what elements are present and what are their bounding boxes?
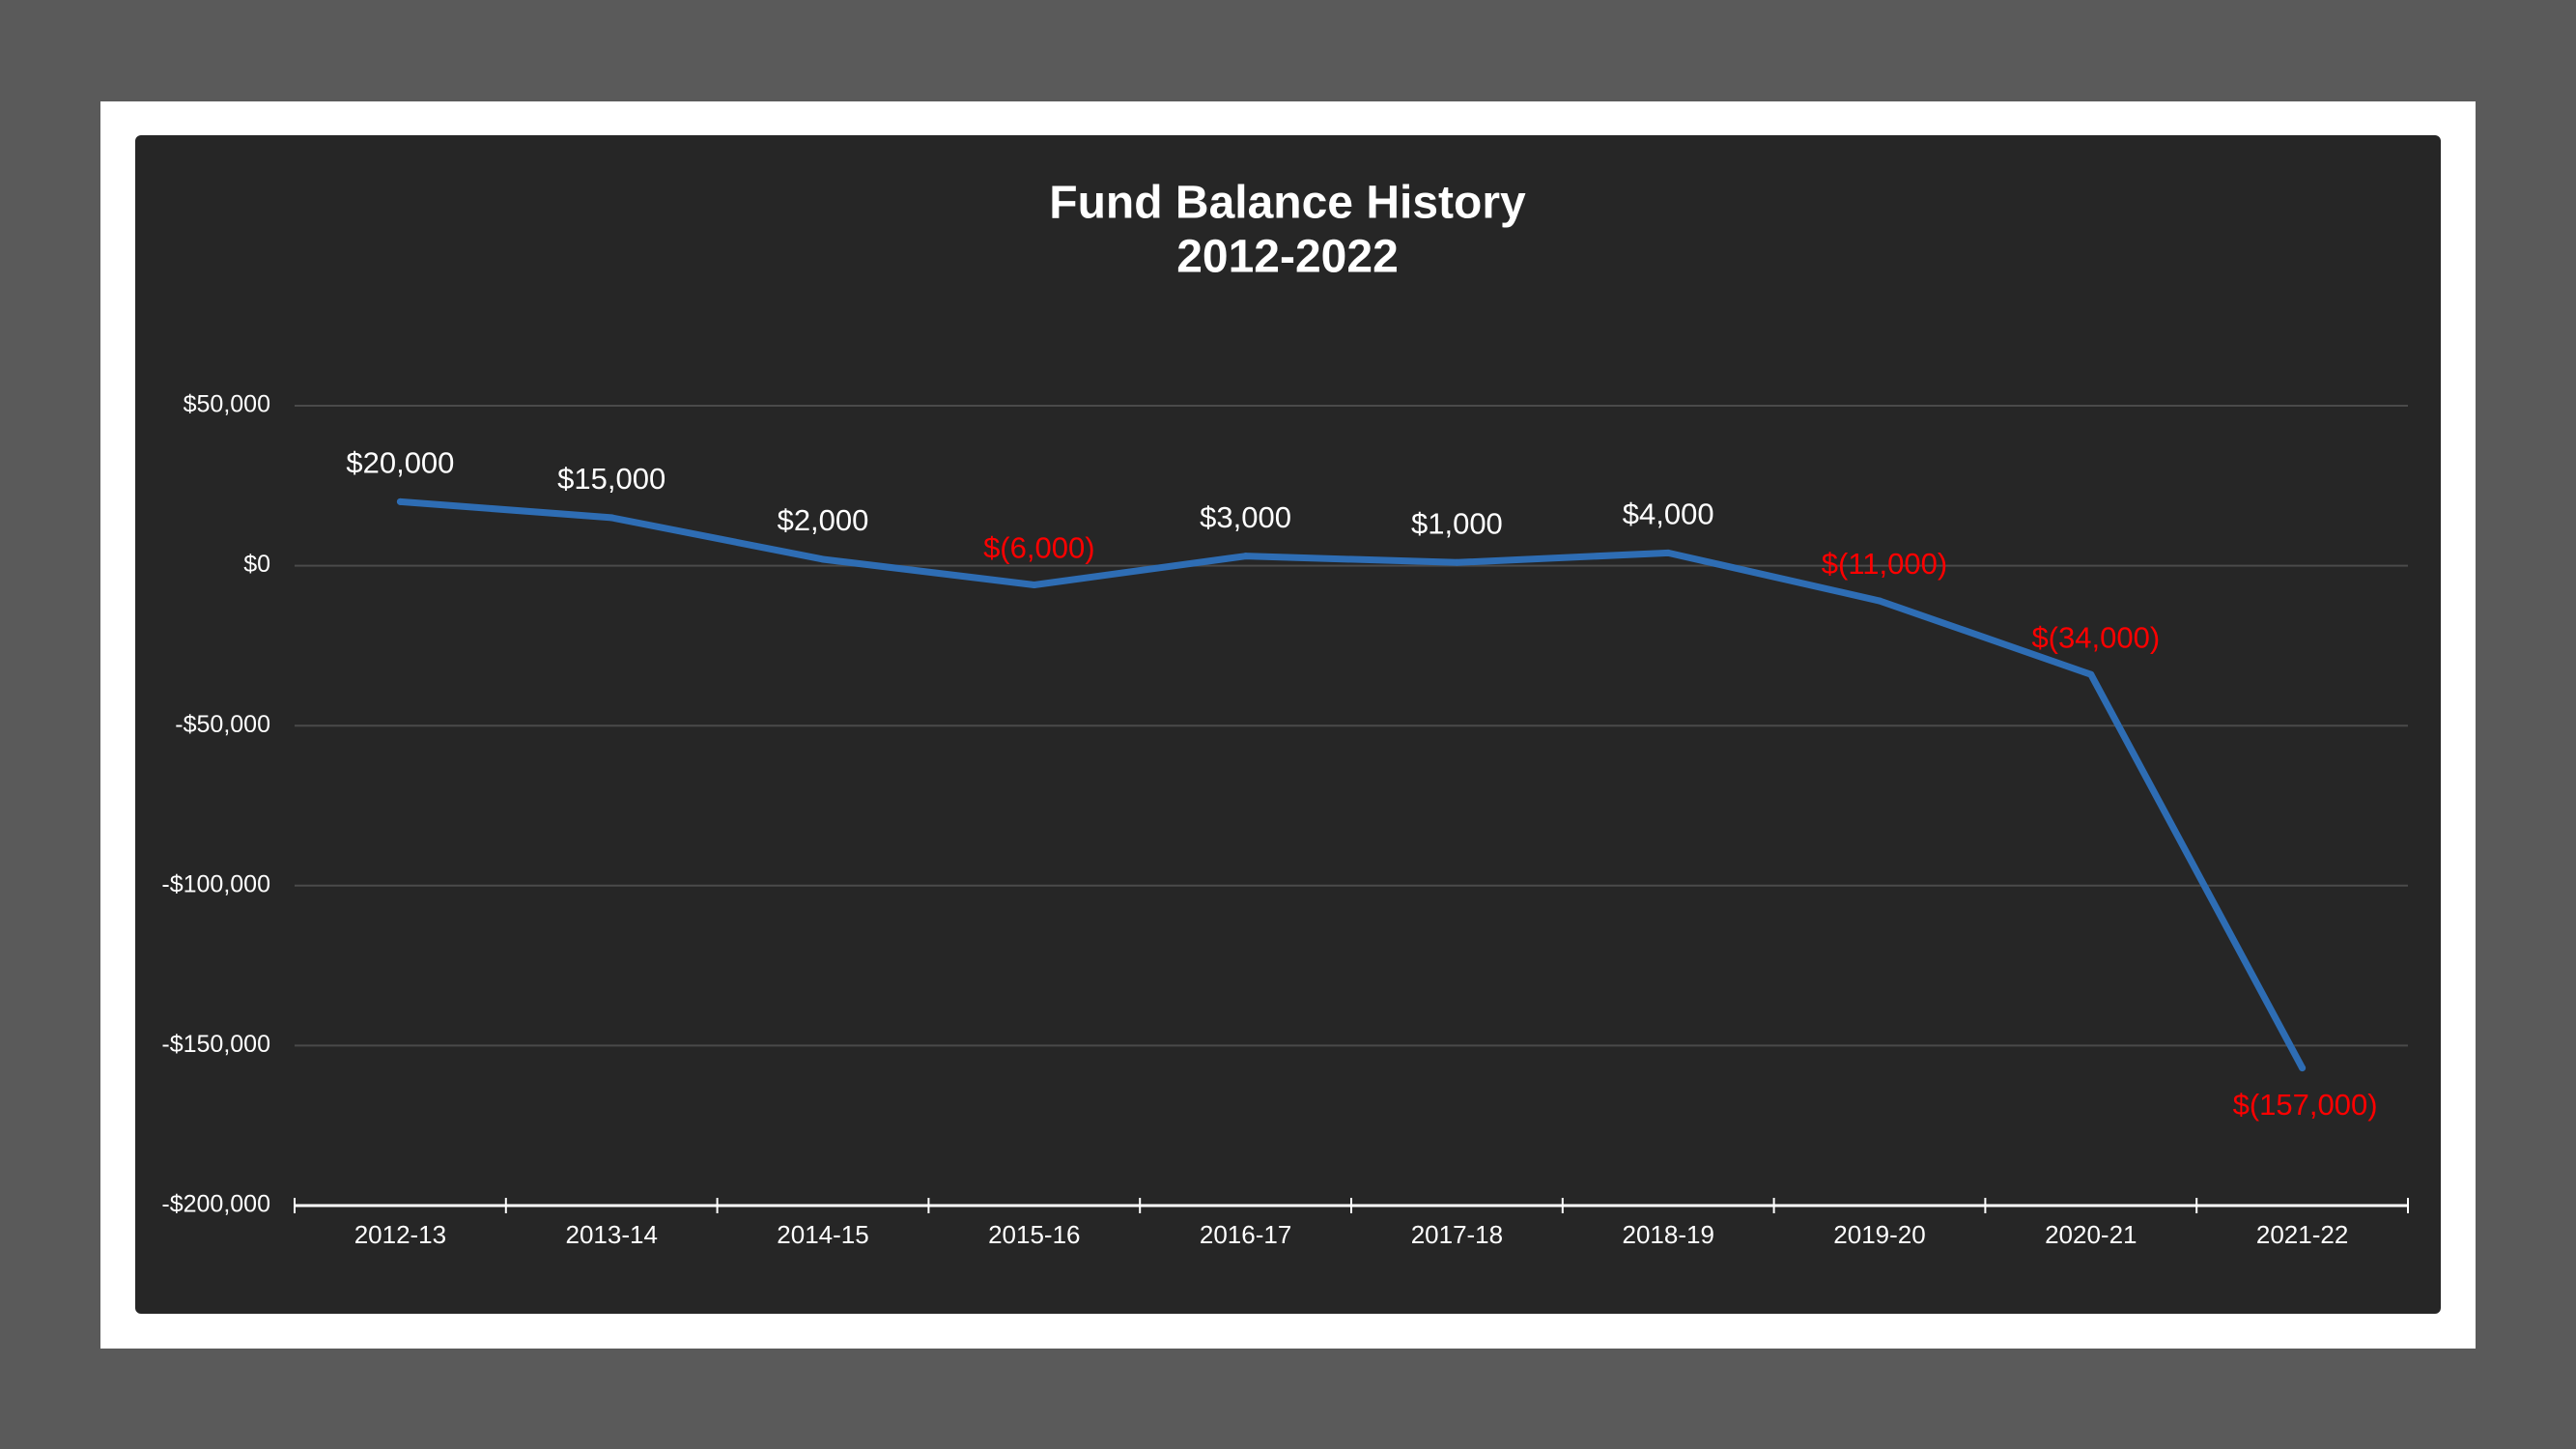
data-point — [396, 497, 404, 505]
x-axis-labels: 2012-13 2013-14 2014-15 2015-16 2016-17 2017-… — [354, 1220, 2349, 1249]
y-tick-label: -$200,000 — [161, 1191, 270, 1218]
data-point — [2299, 1065, 2307, 1072]
y-tick-label: $50,000 — [184, 391, 270, 418]
x-tick-label: 2012-13 — [354, 1220, 446, 1249]
x-tick-label: 2021-22 — [2256, 1220, 2348, 1249]
data-label: $4,000 — [1623, 497, 1714, 531]
data-point — [1876, 597, 1883, 605]
data-point — [1031, 581, 1038, 588]
series-balance — [396, 497, 2307, 1072]
y-tick-label: -$150,000 — [161, 1031, 270, 1058]
x-tick-label: 2017-18 — [1411, 1220, 1503, 1249]
data-label: $20,000 — [346, 446, 454, 480]
data-label: $(11,000) — [1822, 547, 1947, 581]
gridlines — [295, 405, 2408, 1047]
data-point — [2087, 670, 2095, 678]
x-axis — [294, 1198, 2409, 1213]
data-label: $(34,000) — [2031, 620, 2160, 654]
x-tick-label: 2020-21 — [2045, 1220, 2137, 1249]
y-tick-label: -$100,000 — [161, 870, 270, 897]
chart-panel: Fund Balance History 2012-2022 $50,000 $0… — [135, 135, 2441, 1314]
line-chart: Fund Balance History 2012-2022 $50,000 $0… — [161, 178, 2409, 1249]
data-label: $2,000 — [778, 503, 869, 537]
x-tick-label: 2016-17 — [1200, 1220, 1291, 1249]
data-label: $3,000 — [1200, 500, 1291, 534]
x-tick-label: 2014-15 — [777, 1220, 868, 1249]
series-line — [396, 497, 2307, 1072]
data-label: $(6,000) — [983, 531, 1094, 565]
data-label: $(157,000) — [2233, 1088, 2378, 1122]
y-axis-labels: $50,000 $0 -$50,000 -$100,000 -$150,000 -$200… — [161, 391, 270, 1218]
data-point — [1664, 549, 1672, 556]
chart-title-line-2: 2012-2022 — [1176, 232, 1399, 283]
data-labels: $20,000 $15,000 $2,000 $(6,000) $3,000 $1,000… — [346, 446, 2377, 1122]
x-tick-label: 2015-16 — [988, 1220, 1080, 1249]
data-point — [1242, 553, 1250, 560]
y-tick-label: -$50,000 — [175, 711, 270, 738]
x-tick-label: 2018-19 — [1622, 1220, 1713, 1249]
data-point — [1453, 558, 1460, 566]
x-tick-label: 2019-20 — [1833, 1220, 1925, 1249]
data-label: $15,000 — [557, 462, 665, 496]
data-point — [819, 555, 827, 563]
y-tick-label: $0 — [243, 551, 270, 578]
data-point — [608, 514, 615, 522]
x-tick-label: 2013-14 — [565, 1220, 657, 1249]
data-label: $1,000 — [1411, 506, 1503, 540]
chart-title-line-1: Fund Balance History — [1049, 178, 1526, 229]
